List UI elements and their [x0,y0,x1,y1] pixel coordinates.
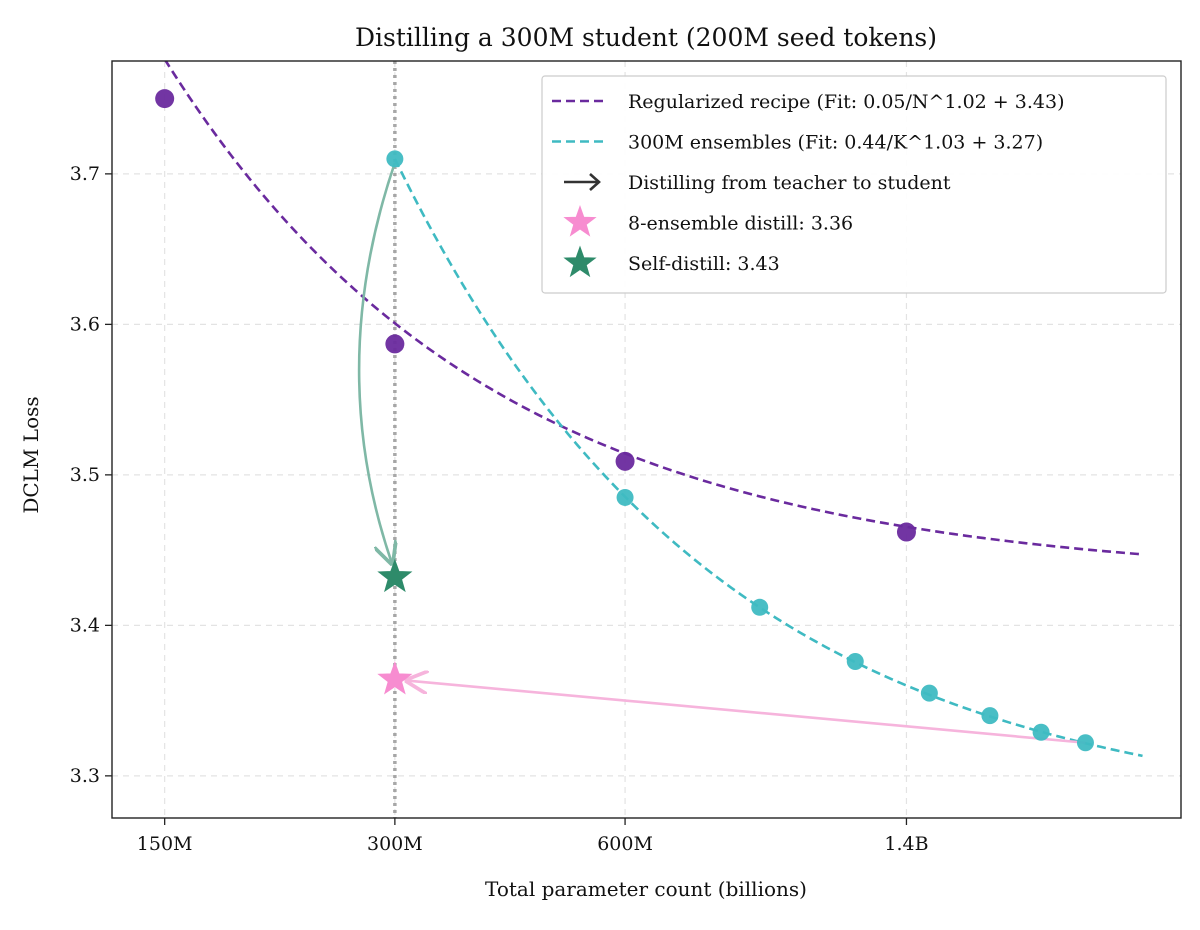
data-point-series-1 [1076,734,1094,752]
distill-arrow-0 [357,162,395,563]
y-tick-label: 3.4 [70,614,100,636]
legend-label: 300M ensembles (Fit: 0.44/K^1.03 + 3.27) [628,132,1043,154]
y-tick-label: 3.6 [70,313,100,335]
legend: Regularized recipe (Fit: 0.05/N^1.02 + 3… [541,75,1167,294]
x-tick-label: 150M [137,833,193,855]
legend-label: 8-ensemble distill: 3.36 [628,213,853,235]
tick-layer: 3.3 3.4 3.5 3.6 3.7 150M 300M 600M 1.4B [70,163,929,855]
y-axis-label: DCLM Loss [19,396,43,513]
y-tick-label: 3.5 [70,464,100,486]
legend-box [541,75,1167,294]
y-tick-label: 3.3 [70,765,100,787]
fit-curve-series-1 [393,158,1143,758]
plot-frame [111,60,1182,819]
legend-label: Self-distill: 3.43 [628,253,780,275]
star-marker-1 [377,558,413,593]
data-point-series-0 [385,334,405,354]
arrow-head-icon [589,173,601,191]
legend-label: Regularized recipe (Fit: 0.05/N^1.02 + 3… [628,91,1064,113]
chart-title: Distilling a 300M student (200M seed tok… [355,23,937,52]
legend-label: Distilling from teacher to student [628,172,951,194]
data-point-series-0 [896,522,916,542]
legend-swatch-star [563,205,597,237]
marker-layer [155,89,1094,752]
data-point-series-0 [615,451,635,471]
star-marker-0 [377,661,413,695]
x-tick-label: 1.4B [884,833,928,855]
x-axis-label: Total parameter count (billions) [485,877,807,901]
arrow-layer [357,162,1086,745]
y-tick-label: 3.7 [70,163,100,185]
data-point-series-1 [751,598,769,616]
series-layer [164,61,1143,758]
data-point-series-0 [155,89,175,109]
data-point-series-1 [981,707,999,725]
data-point-series-1 [920,684,938,702]
fit-curve-series-0 [164,61,1143,556]
x-tick-label: 300M [367,833,423,855]
distill-arrow-1 [407,681,1086,745]
x-tick-label: 600M [597,833,653,855]
data-point-series-1 [616,488,634,506]
data-point-series-1 [846,652,864,670]
data-point-series-1 [1032,723,1050,741]
data-point-series-1 [386,150,404,168]
legend-swatch-star [563,245,597,278]
